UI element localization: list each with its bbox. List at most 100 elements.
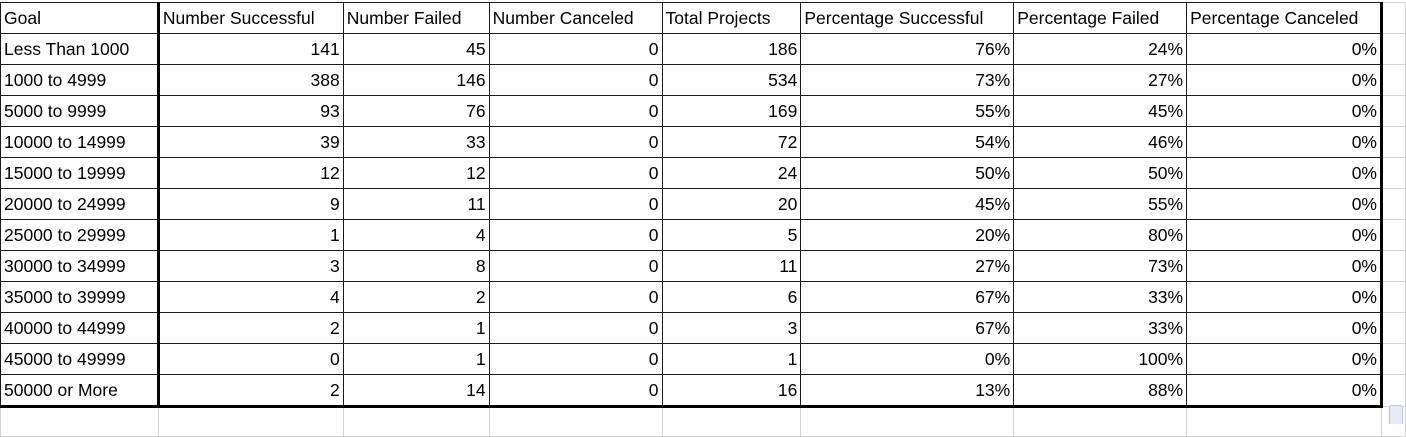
cell-goal[interactable]: 30000 to 34999 (0, 250, 160, 282)
cell-percentage-successful[interactable]: 50% (800, 157, 1015, 189)
cell-number-successful[interactable]: 93 (157, 95, 344, 127)
cell-number-successful[interactable]: 1 (157, 219, 344, 251)
empty-cell[interactable] (488, 406, 663, 437)
cell-total-projects[interactable]: 5 (661, 219, 802, 251)
cell-number-canceled[interactable]: 0 (488, 250, 663, 282)
cell-number-failed[interactable]: 11 (342, 188, 490, 220)
cell-total-projects[interactable]: 72 (661, 126, 802, 158)
cell-percentage-failed[interactable]: 55% (1013, 188, 1188, 220)
cell-number-failed[interactable]: 1 (342, 312, 490, 344)
cell-goal[interactable]: 10000 to 14999 (0, 126, 160, 158)
empty-cell[interactable] (1381, 157, 1406, 189)
cell-percentage-canceled[interactable]: 0% (1186, 250, 1383, 282)
cell-number-canceled[interactable]: 0 (488, 374, 663, 408)
cell-total-projects[interactable]: 3 (661, 312, 802, 344)
cell-percentage-failed[interactable]: 33% (1013, 281, 1188, 313)
cell-total-projects[interactable]: 20 (661, 188, 802, 220)
header-cell-number-successful[interactable]: Number Successful (157, 2, 344, 34)
header-cell-number-failed[interactable]: Number Failed (342, 2, 490, 34)
cell-number-successful[interactable]: 0 (157, 343, 344, 375)
empty-cell[interactable] (1381, 64, 1406, 96)
cell-percentage-successful[interactable]: 73% (800, 64, 1015, 96)
empty-cell[interactable] (1381, 33, 1406, 65)
cell-number-canceled[interactable]: 0 (488, 343, 663, 375)
cell-percentage-failed[interactable]: 45% (1013, 95, 1188, 127)
header-cell-percentage-successful[interactable]: Percentage Successful (800, 2, 1015, 34)
cell-total-projects[interactable]: 24 (661, 157, 802, 189)
cell-goal[interactable]: 45000 to 49999 (0, 343, 160, 375)
cell-percentage-successful[interactable]: 27% (800, 250, 1015, 282)
empty-cell[interactable] (157, 406, 344, 437)
cell-number-canceled[interactable]: 0 (488, 281, 663, 313)
cell-total-projects[interactable]: 1 (661, 343, 802, 375)
empty-cell[interactable] (1381, 374, 1406, 407)
empty-cell[interactable] (0, 406, 159, 437)
cell-number-canceled[interactable]: 0 (488, 157, 663, 189)
cell-number-failed[interactable]: 8 (342, 250, 490, 282)
cell-percentage-successful[interactable]: 76% (800, 33, 1015, 65)
empty-cell[interactable] (800, 406, 1015, 437)
cell-total-projects[interactable]: 16 (661, 374, 802, 408)
cell-percentage-failed[interactable]: 33% (1013, 312, 1188, 344)
empty-cell[interactable] (1381, 219, 1406, 251)
cell-number-canceled[interactable]: 0 (488, 188, 663, 220)
cell-number-failed[interactable]: 1 (342, 343, 490, 375)
cell-goal[interactable]: 5000 to 9999 (0, 95, 160, 127)
empty-cell[interactable] (342, 406, 490, 437)
cell-percentage-successful[interactable]: 55% (800, 95, 1015, 127)
cell-number-failed[interactable]: 76 (342, 95, 490, 127)
empty-cell[interactable] (1186, 406, 1382, 437)
cell-number-failed[interactable]: 14 (342, 374, 490, 408)
cell-number-canceled[interactable]: 0 (488, 33, 663, 65)
cell-goal[interactable]: 40000 to 44999 (0, 312, 160, 344)
cell-total-projects[interactable]: 534 (661, 64, 802, 96)
cell-number-successful[interactable]: 141 (157, 33, 344, 65)
cell-percentage-canceled[interactable]: 0% (1186, 95, 1383, 127)
cell-number-failed[interactable]: 33 (342, 126, 490, 158)
cell-percentage-successful[interactable]: 20% (800, 219, 1015, 251)
cell-total-projects[interactable]: 6 (661, 281, 802, 313)
cell-number-successful[interactable]: 3 (157, 250, 344, 282)
header-cell-goal[interactable]: Goal (0, 2, 160, 34)
cell-percentage-failed[interactable]: 27% (1013, 64, 1188, 96)
cell-number-successful[interactable]: 39 (157, 126, 344, 158)
cell-number-failed[interactable]: 4 (342, 219, 490, 251)
empty-cell[interactable] (1381, 281, 1406, 313)
cell-number-successful[interactable]: 12 (157, 157, 344, 189)
cell-percentage-failed[interactable]: 88% (1013, 374, 1188, 408)
cell-goal[interactable]: 15000 to 19999 (0, 157, 160, 189)
cell-number-failed[interactable]: 146 (342, 64, 490, 96)
header-cell-number-canceled[interactable]: Number Canceled (488, 2, 663, 34)
header-cell-percentage-failed[interactable]: Percentage Failed (1013, 2, 1188, 34)
cell-goal[interactable]: 50000 or More (0, 374, 160, 408)
cell-number-canceled[interactable]: 0 (488, 95, 663, 127)
header-cell-total-projects[interactable]: Total Projects (661, 2, 802, 34)
cell-percentage-failed[interactable]: 80% (1013, 219, 1188, 251)
empty-cell[interactable] (1381, 188, 1406, 220)
cell-percentage-canceled[interactable]: 0% (1186, 281, 1383, 313)
cell-percentage-failed[interactable]: 24% (1013, 33, 1188, 65)
empty-cell[interactable] (1013, 406, 1188, 437)
cell-percentage-failed[interactable]: 100% (1013, 343, 1188, 375)
cell-number-failed[interactable]: 2 (342, 281, 490, 313)
cell-percentage-failed[interactable]: 73% (1013, 250, 1188, 282)
cell-goal[interactable]: 25000 to 29999 (0, 219, 160, 251)
cell-number-canceled[interactable]: 0 (488, 64, 663, 96)
cell-percentage-canceled[interactable]: 0% (1186, 33, 1383, 65)
cell-percentage-successful[interactable]: 0% (800, 343, 1015, 375)
cell-total-projects[interactable]: 169 (661, 95, 802, 127)
cell-goal[interactable]: Less Than 1000 (0, 33, 160, 65)
cell-number-canceled[interactable]: 0 (488, 219, 663, 251)
empty-cell[interactable] (1381, 95, 1406, 127)
cell-percentage-canceled[interactable]: 0% (1186, 219, 1383, 251)
empty-cell[interactable] (1381, 312, 1406, 344)
cell-percentage-canceled[interactable]: 0% (1186, 64, 1383, 96)
cell-percentage-successful[interactable]: 13% (800, 374, 1015, 408)
cell-percentage-canceled[interactable]: 0% (1186, 312, 1383, 344)
cell-percentage-failed[interactable]: 46% (1013, 126, 1188, 158)
cell-percentage-successful[interactable]: 54% (800, 126, 1015, 158)
cell-number-successful[interactable]: 388 (157, 64, 344, 96)
empty-cell[interactable] (661, 406, 802, 437)
header-cell-percentage-canceled[interactable]: Percentage Canceled (1186, 2, 1383, 34)
cell-goal[interactable]: 35000 to 39999 (0, 281, 160, 313)
